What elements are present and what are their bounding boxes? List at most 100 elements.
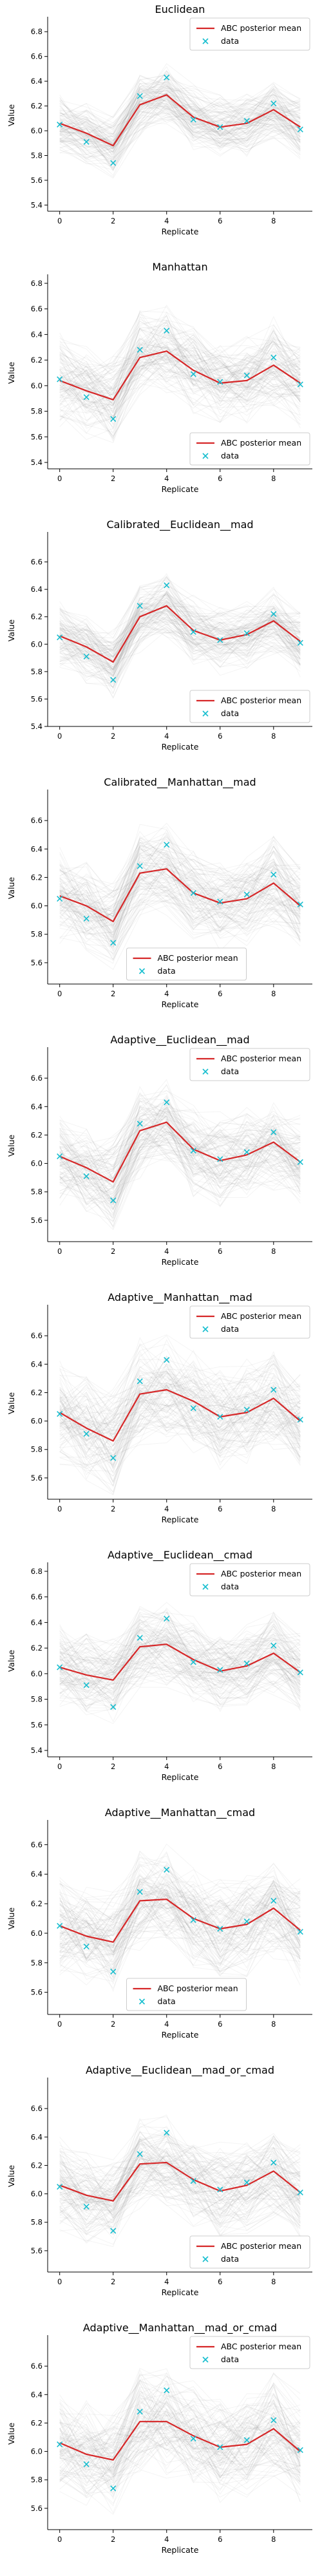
posterior-sample-line [59,2141,301,2217]
legend-label-data: data [158,966,176,976]
posterior-sample-line [59,1133,301,1215]
posterior-sample-line [59,2164,301,2204]
posterior-sample-line [59,326,301,420]
chart-panel: Euclidean 5.4 5.6 5.8 6.0 6.2 6.4 6.6 6.8 0 2 4 6 8 Re… [6,3,312,236]
posterior-sample-line [59,2395,301,2467]
posterior-sample-line [59,2147,301,2232]
posterior-sample-line [59,337,301,408]
posterior-sample-line [59,1153,301,1210]
y-axis-label: Value [6,2423,16,2445]
posterior-sample-line [59,2382,301,2452]
posterior-sample-line [59,1863,301,1937]
posterior-sample-line [59,341,301,402]
data-markers [57,2387,303,2492]
posterior-sample-line [59,97,301,157]
posterior-sample-line [59,1886,301,1965]
posterior-sample-line [59,607,301,648]
data-marker [137,863,143,869]
posterior-sample-line [59,2154,301,2217]
posterior-sample-line [59,1360,301,1428]
x-tick-label: 6 [218,1247,222,1256]
posterior-sample-line [59,1373,301,1452]
posterior-sample-line [59,1391,301,1446]
posterior-sample-line [59,1622,301,1677]
posterior-sample-line [59,1909,301,1970]
posterior-sample-line [59,2413,301,2506]
posterior-sample-line [59,1123,301,1210]
posterior-sample-line [59,1665,301,1694]
posterior-sample-line [59,872,301,934]
posterior-sample-line [59,1619,301,1687]
posterior-sample-line [59,2154,301,2203]
posterior-sample-line [59,1339,301,1435]
posterior-sample-line [59,1864,301,1949]
x-axis-label: Replicate [162,1257,199,1267]
posterior-sample-line [59,1109,301,1206]
posterior-sample-line [59,1625,301,1678]
y-tick-label: 6.2 [31,2161,43,2170]
posterior-sample-line [59,1873,301,1945]
data-marker [137,1378,143,1385]
posterior-sample-line [59,1110,301,1182]
posterior-sample-line [59,604,301,647]
chart-panel: Adaptive__Manhattan__mad 5.6 5.8 6.0 6.2 6.4 6… [6,1291,312,1524]
posterior-sample-line [59,80,301,137]
data-marker [217,637,223,643]
posterior-sample-line [59,90,301,135]
posterior-sample-line [59,107,301,159]
posterior-sample-line [59,1361,301,1446]
y-tick-label: 6.4 [31,2132,43,2141]
posterior-sample-line [59,596,301,677]
posterior-sample-line [59,1108,301,1203]
legend-frame [189,1048,310,1081]
posterior-sample-line [59,1402,301,1460]
data-marker [83,394,90,401]
x-tick-label: 6 [218,989,222,998]
posterior-sample-line [59,2169,301,2226]
posterior-sample-line [59,330,301,388]
legend: ABC posterior mean data [189,690,310,723]
posterior-sample-line [59,865,301,934]
data-marker [297,1416,303,1423]
posterior-sample-line [59,1135,301,1208]
data-marker [137,2151,143,2157]
y-tick-label: 5.6 [31,1473,43,1482]
posterior-sample-line [59,332,301,395]
posterior-sample-line [59,601,301,685]
posterior-sample-line [59,2367,301,2460]
posterior-sample-line [59,603,301,677]
posterior-sample-line [59,1640,301,1700]
posterior-sample-line [59,1363,301,1438]
posterior-sample-line [59,1621,301,1696]
posterior-sample-line [59,340,301,400]
posterior-sample-line [59,614,301,666]
posterior-sample-line [59,1892,301,1964]
posterior-sample-line [59,1616,301,1684]
y-tick-label: 6.2 [31,2418,43,2427]
posterior-sample-line [59,598,301,663]
posterior-sample-line [59,1372,301,1455]
posterior-sample-line [59,88,301,141]
posterior-sample-line [59,2381,301,2467]
posterior-sample-line [59,1884,301,1979]
posterior-sample-line [59,1636,301,1689]
data-marker [190,117,196,123]
posterior-sample-line [59,1620,301,1701]
posterior-sample-line [59,1632,301,1678]
posterior-sample-line [59,2392,301,2474]
posterior-sample-line [59,1881,301,1971]
posterior-sample-line [59,1876,301,1937]
posterior-sample-line [59,1882,301,1960]
posterior-sample-line [59,2147,301,2218]
data-marker [270,354,277,361]
posterior-sample-line [59,853,301,937]
posterior-sample-line [59,608,301,682]
posterior-sample-line [59,632,301,699]
posterior-sample-line [59,1630,301,1689]
posterior-sample-line [59,1920,301,1973]
posterior-sample-line [59,2406,301,2495]
chart-panel: Adaptive__Manhattan__cmad 5.6 5.8 6.0 6.2 6.4… [6,1806,312,2040]
posterior-sample-line [59,846,301,949]
posterior-sample-line [59,1880,301,1944]
posterior-sample-line [59,836,301,911]
